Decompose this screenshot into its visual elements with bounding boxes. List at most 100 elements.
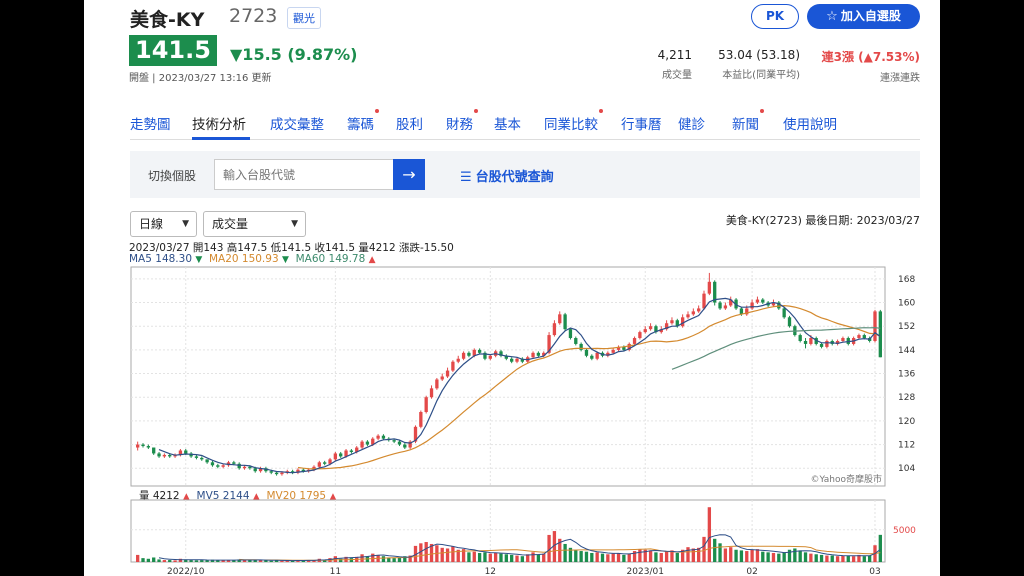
candle-body (702, 293, 706, 309)
candle-body (579, 343, 583, 350)
candle-body (152, 447, 156, 454)
pk-button[interactable]: PK (751, 4, 799, 29)
volume-bar (643, 549, 647, 562)
candle-body (162, 454, 167, 457)
star-icon: ☆ (826, 9, 838, 24)
candle-body (504, 355, 508, 359)
volume-bar (579, 551, 583, 562)
period-select[interactable]: 日線 ▼ (130, 211, 197, 237)
candle-body (771, 302, 776, 306)
volume-bar (563, 543, 567, 562)
volume-bar (408, 555, 412, 562)
candle-body (429, 388, 434, 398)
candle-body (611, 349, 615, 353)
candle-body (670, 320, 674, 324)
candle-body (761, 299, 765, 303)
candle-body (189, 453, 193, 457)
candle-body (531, 352, 535, 358)
tab-3[interactable]: 成交彙整 (270, 117, 324, 133)
nav-active-underline (192, 137, 250, 140)
tab-11[interactable]: 新聞 (732, 109, 764, 133)
x-tick-label: 2023/01 (627, 567, 664, 576)
candle-body (542, 352, 546, 356)
tab-8[interactable]: 同業比較 (544, 109, 603, 133)
x-tick-label: 12 (485, 567, 496, 576)
candle-body (664, 323, 669, 330)
ma20-direction: ▼ (281, 255, 289, 265)
tab-9[interactable]: 行事曆 (621, 117, 662, 133)
candle-body (723, 305, 728, 309)
tab-2[interactable]: 技術分析 (192, 117, 246, 133)
search-input[interactable] (214, 159, 394, 190)
add-watchlist-button[interactable]: ☆ 加入自選股 (807, 4, 920, 29)
candle-body (264, 468, 268, 472)
price-tick-label: 120 (898, 417, 915, 427)
add-watchlist-label: 加入自選股 (840, 9, 901, 23)
volume-bar (664, 551, 669, 562)
candle-body (349, 450, 354, 452)
volume-direction: ▲ (182, 492, 190, 502)
candle-body (424, 397, 428, 413)
candle-body (552, 323, 557, 336)
ma5-direction: ▼ (195, 255, 203, 265)
candle-body (248, 466, 252, 469)
candle-body (574, 338, 578, 344)
volume-bar (461, 549, 466, 562)
volume-bar (584, 551, 589, 562)
stock-page: 美食-KY 2723 觀光 PK ☆ 加入自選股 141.5 ▼15.5 (9.8… (84, 0, 940, 576)
candle-body (216, 465, 220, 467)
candle-body (750, 302, 754, 309)
volume-bar (226, 560, 231, 562)
candle-body (440, 376, 444, 380)
stock-code-lookup-link[interactable]: ☰ 台股代號查詢 (460, 166, 554, 185)
volume-bar (499, 553, 503, 562)
candle-body (317, 462, 321, 467)
volume-bar (280, 560, 284, 562)
volume-bar (574, 550, 578, 562)
candle-body (242, 466, 247, 469)
tab-10[interactable]: 健診 (678, 117, 705, 133)
candle-body (210, 462, 215, 466)
price-tick-label: 112 (898, 441, 915, 451)
volume-bar (659, 552, 663, 562)
volume-bar (136, 554, 140, 562)
volume-bar (782, 552, 786, 562)
tab-6[interactable]: 財務 (446, 109, 478, 133)
search-go-button[interactable]: → (393, 159, 425, 190)
tab-7[interactable]: 基本 (494, 117, 521, 133)
candle-body (777, 302, 781, 309)
price-tick-label: 128 (898, 393, 915, 403)
volume-bar (296, 560, 300, 562)
candle-body (707, 281, 712, 294)
candle-body (333, 453, 338, 460)
volume-bar (526, 554, 530, 562)
volume-bar (237, 559, 241, 562)
indicator-select[interactable]: 成交量 ▼ (203, 211, 306, 237)
volume-bar (424, 542, 428, 562)
candle-body (392, 440, 396, 442)
candle-body (825, 340, 829, 347)
price-change: ▼15.5 (9.87%) (230, 45, 358, 64)
candle-body (221, 465, 225, 467)
volume-bar (178, 558, 183, 562)
tab-12[interactable]: 使用說明 (783, 117, 837, 133)
tab-5[interactable]: 股利 (396, 117, 423, 133)
x-tick-label: 2022/10 (167, 567, 205, 576)
volume-bar (200, 560, 204, 562)
tab-1[interactable]: 走勢圖 (130, 117, 171, 133)
tab-4[interactable]: 籌碼 (347, 109, 379, 133)
volume-bar (520, 556, 525, 562)
volume-bar (819, 554, 824, 562)
candle-body (483, 352, 487, 359)
candle-body (846, 338, 850, 344)
price-chart[interactable]: 104 112 120 128 136 144 152 160 168 5000 2022/10 11… (84, 0, 940, 576)
indicator-value: 成交量 (212, 217, 249, 231)
volume-bar (248, 560, 252, 562)
candle-body (563, 314, 567, 330)
industry-tag[interactable]: 觀光 (287, 7, 321, 29)
candle-body (461, 352, 466, 359)
chart-info: 美食-KY(2723) 最後日期: 2023/03/27 (725, 214, 920, 227)
volume-bar (654, 552, 658, 562)
volume-tick-label: 5000 (893, 526, 916, 536)
volume-bar (429, 543, 434, 562)
